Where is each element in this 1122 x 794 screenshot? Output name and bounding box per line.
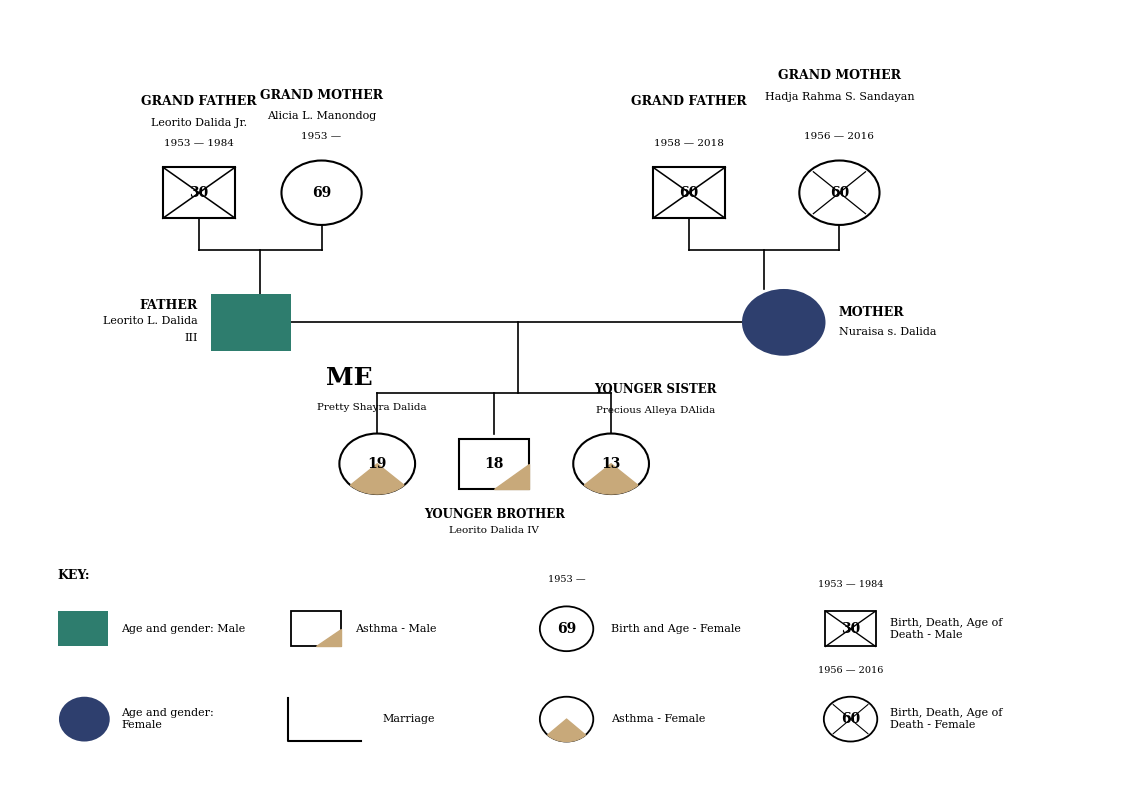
Text: Birth and Age - Female: Birth and Age - Female [611, 624, 741, 634]
Text: Asthma - Female: Asthma - Female [611, 714, 706, 724]
Ellipse shape [540, 696, 594, 742]
Bar [459, 439, 530, 488]
Text: Leorito L. Dalida: Leorito L. Dalida [103, 316, 197, 326]
Text: 19: 19 [368, 457, 387, 471]
Text: Birth, Death, Age of
Death - Female: Birth, Death, Age of Death - Female [890, 708, 1002, 730]
Ellipse shape [742, 289, 826, 356]
Polygon shape [316, 629, 341, 646]
Bar [211, 294, 292, 351]
Ellipse shape [282, 160, 361, 225]
Text: 60: 60 [840, 712, 861, 727]
Text: 13: 13 [601, 457, 620, 471]
Text: 60: 60 [680, 186, 699, 200]
Bar [291, 611, 341, 646]
Text: GRAND FATHER: GRAND FATHER [141, 95, 257, 108]
Text: 1953 — 1984: 1953 — 1984 [818, 580, 883, 589]
Text: Leorito Dalida Jr.: Leorito Dalida Jr. [151, 118, 247, 128]
Text: 1953 —: 1953 — [548, 576, 586, 584]
Text: Nuraisa s. Dalida: Nuraisa s. Dalida [839, 327, 937, 337]
Bar [57, 611, 108, 646]
Text: 1956 — 2016: 1956 — 2016 [818, 665, 883, 675]
Text: ME: ME [327, 366, 373, 391]
Text: YOUNGER BROTHER: YOUNGER BROTHER [424, 508, 564, 521]
Text: Precious Alleya DAlida: Precious Alleya DAlida [596, 407, 716, 415]
Text: 1953 —: 1953 — [302, 132, 341, 141]
Text: Age and gender:
Female: Age and gender: Female [121, 708, 214, 730]
Text: Hadja Rahma S. Sandayan: Hadja Rahma S. Sandayan [764, 91, 914, 102]
Text: III: III [184, 333, 197, 343]
Ellipse shape [824, 696, 877, 742]
Ellipse shape [799, 160, 880, 225]
Text: GRAND MOTHER: GRAND MOTHER [778, 69, 901, 82]
Text: Age and gender: Male: Age and gender: Male [121, 624, 246, 634]
Polygon shape [585, 464, 638, 494]
Text: 1958 — 2018: 1958 — 2018 [654, 138, 724, 148]
Text: Leorito Dalida IV: Leorito Dalida IV [449, 526, 539, 535]
Text: YOUNGER SISTER: YOUNGER SISTER [595, 383, 717, 396]
Text: 30: 30 [840, 622, 861, 636]
Text: 60: 60 [830, 186, 849, 200]
Text: Pretty Shayra Dalida: Pretty Shayra Dalida [316, 403, 426, 411]
Text: 69: 69 [312, 186, 331, 200]
Text: MOTHER: MOTHER [839, 306, 904, 319]
Ellipse shape [59, 696, 110, 742]
Text: 18: 18 [485, 457, 504, 471]
Text: GRAND FATHER: GRAND FATHER [632, 95, 747, 108]
Text: Birth, Death, Age of
Death - Male: Birth, Death, Age of Death - Male [890, 618, 1002, 640]
Text: Alicia L. Manondog: Alicia L. Manondog [267, 111, 376, 121]
Text: GRAND MOTHER: GRAND MOTHER [260, 89, 383, 102]
Text: KEY:: KEY: [57, 569, 90, 582]
Polygon shape [494, 464, 530, 488]
Bar [653, 168, 725, 218]
Polygon shape [548, 719, 586, 742]
Text: 1953 — 1984: 1953 — 1984 [164, 138, 234, 148]
Text: Asthma - Male: Asthma - Male [355, 624, 436, 634]
Bar [163, 168, 236, 218]
Ellipse shape [339, 434, 415, 494]
Bar [826, 611, 875, 646]
Ellipse shape [540, 607, 594, 651]
Text: 69: 69 [557, 622, 577, 636]
Ellipse shape [573, 434, 649, 494]
Text: 1956 — 2016: 1956 — 2016 [804, 132, 874, 141]
Text: 30: 30 [190, 186, 209, 200]
Polygon shape [350, 464, 404, 494]
Text: FATHER: FATHER [140, 299, 197, 311]
Text: Marriage: Marriage [383, 714, 435, 724]
